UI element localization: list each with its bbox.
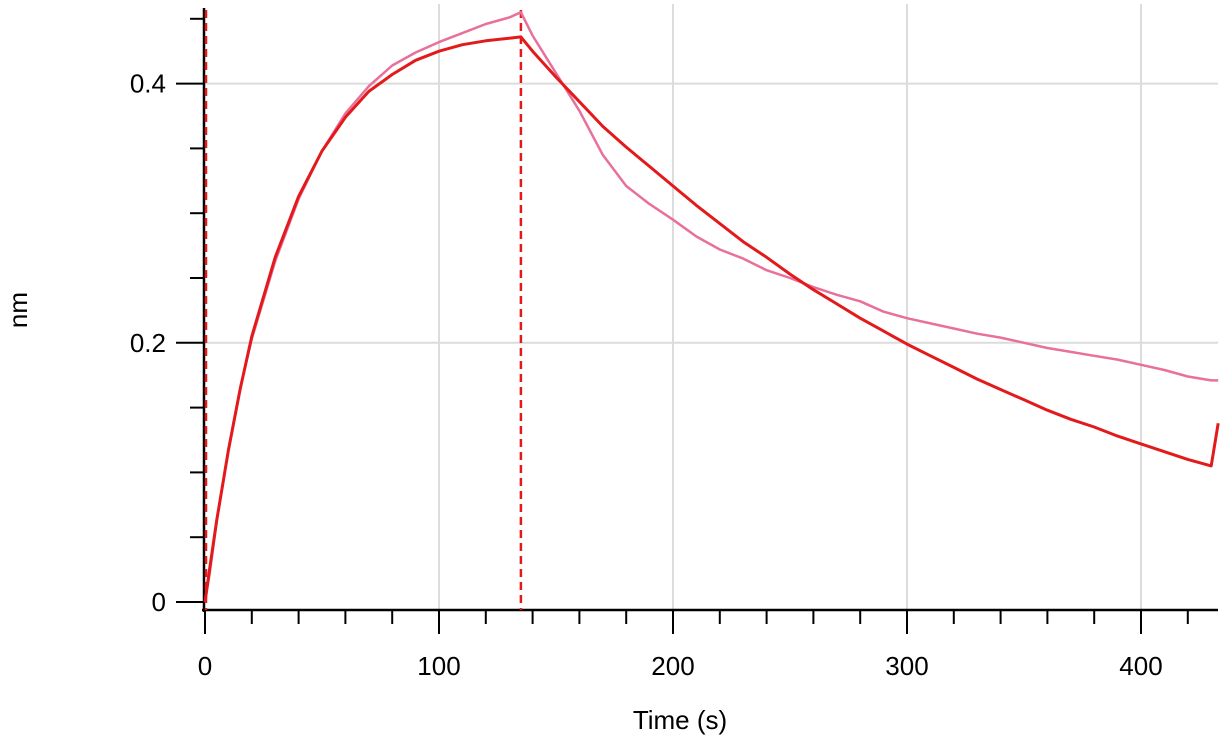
series-line-1	[203, 35, 1220, 603]
x-tick-label-1: 100	[417, 651, 460, 681]
y-tick-label-0: 0	[152, 587, 166, 617]
x-tick-label-4: 400	[1119, 651, 1162, 681]
ticks: 0 100 200 300 400 0 0.2 0.4	[130, 17, 1189, 681]
y-axis-label: nm	[3, 291, 33, 329]
x-axis-label: Time (s)	[632, 705, 728, 735]
x-tick-label-3: 300	[885, 651, 928, 681]
x-tick-label-2: 200	[651, 651, 694, 681]
y-tick-label-2: 0.4	[130, 69, 166, 99]
series-line-0	[203, 11, 1219, 603]
x-tick-label-0: 0	[198, 651, 212, 681]
reference-lines	[204, 10, 523, 610]
grid	[204, 4, 1218, 610]
axes	[202, 8, 1218, 612]
y-tick-label-1: 0.2	[130, 328, 166, 358]
series-group	[203, 11, 1220, 603]
